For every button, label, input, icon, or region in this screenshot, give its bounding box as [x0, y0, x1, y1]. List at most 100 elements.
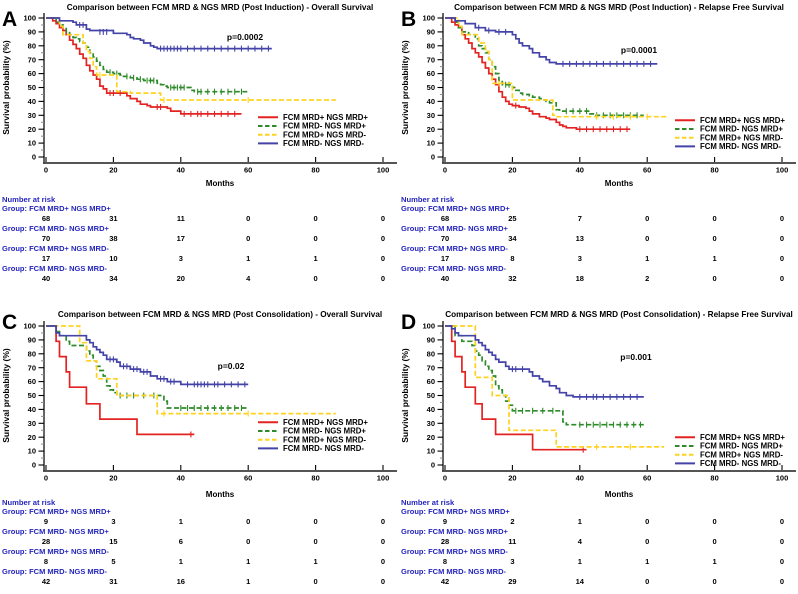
risk-group-label: Group: FCM MRD- NGS MRD- [401, 567, 506, 576]
y-tick-label: 60 [28, 377, 36, 386]
risk-count: 29 [508, 577, 516, 586]
y-tick-label: 90 [427, 336, 435, 345]
risk-group-label: Group: FCM MRD+ NGS MRD+ [401, 204, 510, 213]
risk-count: 0 [314, 577, 318, 586]
risk-group-label: Group: FCM MRD- NGS MRD+ [401, 224, 508, 233]
risk-count: 0 [780, 517, 784, 526]
y-axis-label: Survival probability (%) [400, 40, 410, 135]
risk-count: 2 [645, 274, 649, 283]
y-tick-label: 0 [431, 153, 435, 162]
risk-count: 0 [780, 577, 784, 586]
risk-count: 42 [441, 577, 449, 586]
x-tick-label: 80 [311, 166, 319, 175]
risk-group-label: Group: FCM MRD- NGS MRD- [401, 264, 506, 273]
risk-count: 0 [314, 214, 318, 223]
y-tick-label: 40 [28, 97, 36, 106]
panel-a-censors-blue [79, 21, 269, 52]
risk-count: 4 [578, 537, 583, 546]
panel-d-censors-yellow [596, 443, 631, 450]
risk-count: 34 [508, 234, 517, 243]
risk-count: 0 [381, 557, 385, 566]
panel-c-curve-red [46, 325, 195, 436]
legend-label: FCM MRD- NGS MRD+ [700, 442, 783, 451]
legend-label: FCM MRD+ NGS MRD- [700, 450, 783, 459]
risk-count: 32 [508, 274, 516, 283]
panel-title: Comparison between FCM MRD & NGS MRD (Po… [445, 310, 793, 319]
risk-count: 3 [578, 254, 582, 263]
risk-count: 34 [109, 274, 118, 283]
risk-count: 11 [177, 214, 185, 223]
risk-count: 0 [713, 517, 717, 526]
y-tick-label: 60 [427, 377, 435, 386]
risk-count: 31 [109, 214, 117, 223]
x-tick-label: 60 [244, 166, 252, 175]
panel-c-curve-yellow [46, 325, 336, 415]
risk-count: 3 [179, 254, 183, 263]
risk-count: 5 [111, 557, 115, 566]
p-value: p=0.0001 [621, 45, 657, 55]
risk-count: 18 [576, 274, 584, 283]
risk-count: 0 [381, 214, 385, 223]
risk-count: 40 [441, 274, 449, 283]
x-tick-label: 20 [109, 474, 117, 483]
y-tick-label: 40 [28, 405, 36, 414]
risk-count: 1 [645, 557, 649, 566]
risk-count: 0 [381, 517, 385, 526]
risk-group-label: Group: FCM MRD- NGS MRD+ [2, 527, 109, 536]
x-tick-label: 60 [643, 166, 651, 175]
panel-a-censors-red [109, 90, 236, 117]
panel-b-censors-red [515, 102, 628, 133]
risk-count: 0 [780, 537, 784, 546]
risk-count: 25 [508, 214, 516, 223]
y-tick-label: 50 [28, 391, 36, 400]
y-tick-label: 40 [427, 405, 435, 414]
risk-count: 1 [179, 557, 183, 566]
x-tick-label: 100 [776, 474, 789, 483]
risk-count: 0 [780, 214, 784, 223]
panel-b-curve-yellow [445, 17, 668, 118]
panel-c-censors-yellow [163, 410, 249, 417]
x-tick-label: 80 [710, 474, 718, 483]
legend-label: FCM MRD- NGS MRD- [283, 444, 364, 453]
risk-count: 20 [177, 274, 185, 283]
panel-c-censors-blue [109, 356, 246, 388]
y-tick-label: 20 [427, 125, 435, 134]
risk-group-label: Group: FCM MRD+ NGS MRD- [401, 244, 508, 253]
risk-count: 0 [713, 214, 717, 223]
y-tick-label: 20 [28, 433, 36, 442]
risk-count: 0 [246, 537, 250, 546]
risk-count: 1 [314, 254, 318, 263]
panel-d-curve-yellow [445, 325, 665, 448]
risk-count: 14 [576, 577, 585, 586]
panel-b-curve-blue [445, 17, 658, 65]
risk-count: 0 [381, 537, 385, 546]
legend-label: FCM MRD+ NGS MRD+ [283, 418, 368, 427]
panel-a-curve-yellow [46, 17, 336, 101]
y-tick-label: 10 [427, 447, 435, 456]
panel-d-curve-green [445, 325, 644, 426]
y-tick-label: 70 [28, 55, 36, 64]
p-value: p=0.001 [620, 352, 652, 362]
x-tick-label: 40 [177, 166, 185, 175]
risk-count: 0 [314, 517, 318, 526]
y-tick-label: 100 [422, 14, 435, 23]
y-axis-label: Survival probability (%) [1, 40, 11, 135]
risk-count: 7 [578, 214, 582, 223]
x-tick-label: 20 [508, 474, 516, 483]
y-tick-label: 30 [427, 111, 435, 120]
legend-label: FCM MRD- NGS MRD- [700, 459, 781, 468]
panel-a-censors-green [109, 69, 243, 95]
risk-count: 16 [177, 577, 185, 586]
risk-count: 70 [42, 234, 50, 243]
risk-count: 15 [109, 537, 117, 546]
legend-label: FCM MRD- NGS MRD- [283, 139, 364, 148]
y-tick-label: 30 [427, 419, 435, 428]
panel-a-curve-green [46, 17, 249, 93]
risk-table-header: Number at risk [401, 498, 455, 507]
risk-count: 9 [443, 517, 447, 526]
risk-count: 0 [314, 274, 318, 283]
panel-letter: D [401, 311, 416, 334]
risk-count: 3 [111, 517, 115, 526]
risk-count: 4 [246, 274, 251, 283]
risk-count: 8 [443, 557, 447, 566]
